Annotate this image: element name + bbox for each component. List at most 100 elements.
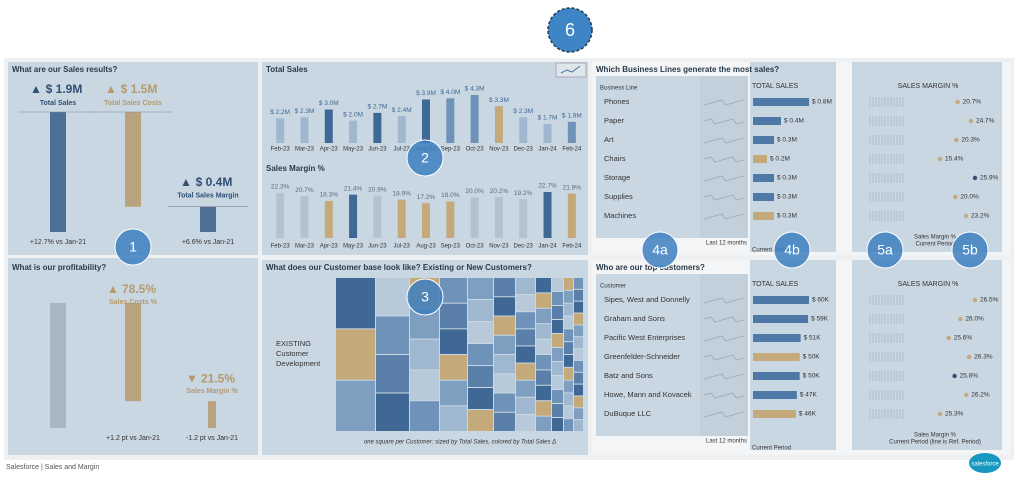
sales-bar: [446, 98, 455, 143]
treemap-cell: [376, 355, 409, 393]
margin-bar: [567, 193, 576, 238]
treemap-cell: [564, 278, 573, 290]
month-label: Jan-24: [538, 244, 557, 250]
treemap-cell: [468, 278, 493, 299]
footer-label: Last 12 months: [706, 439, 747, 445]
bar-label: $ 3.9M: [416, 90, 436, 97]
sales-bar: [753, 193, 774, 201]
row-name: Machines: [604, 211, 636, 220]
margin-dot: [964, 392, 969, 398]
badge-label: 6: [565, 20, 575, 40]
margin-label: 26.0%: [965, 316, 984, 323]
badge-label: 1: [129, 239, 137, 255]
treemap-cell: [376, 393, 409, 431]
sales-bar: [753, 174, 774, 182]
sales-label: $ 0.4M: [784, 118, 804, 125]
bar-label: $ 2.3M: [295, 108, 315, 115]
badge: [641, 231, 679, 269]
kpi-label: Total Sales Costs: [104, 100, 162, 107]
bar-label: 20.7%: [295, 187, 314, 194]
month-label: Jun-23: [368, 147, 387, 153]
sparkline: [703, 411, 744, 418]
bar-label: 22.3%: [271, 184, 290, 191]
treemap-cell: [376, 316, 409, 354]
sales-bar: [753, 155, 767, 163]
margin-label: 26.5%: [980, 297, 999, 304]
sales-label: $ 47K: [800, 392, 818, 399]
sparkline: [703, 99, 744, 106]
sales-bar: [753, 212, 774, 220]
bar-label: 20.9%: [368, 186, 387, 193]
margin-bar: [543, 192, 552, 238]
kpi-label: Total Sales: [40, 100, 77, 107]
sales-label: $ 50K: [803, 354, 821, 361]
chart-icon[interactable]: [555, 62, 587, 78]
kpi-change: +6.6% vs Jan-21: [182, 239, 234, 246]
kpi-value: $ 1.5M: [121, 82, 158, 96]
bar-label: 21.9%: [563, 184, 582, 191]
bar-label: 20.2%: [490, 188, 509, 195]
margin-dot: [963, 213, 969, 219]
treemap-cell: [440, 303, 467, 329]
row-name: Supplies: [604, 192, 633, 201]
treemap-cell: [516, 363, 535, 380]
treemap-cell: [468, 388, 493, 409]
bar-label: $ 4.0M: [440, 89, 460, 96]
panel-title: Sales Margin %: [266, 164, 325, 173]
treemap-cell: [536, 370, 551, 385]
month-label: Dec-23: [514, 147, 534, 153]
badge-label: 4b: [784, 242, 800, 258]
treemap-cell: [574, 349, 583, 360]
treemap-cell: [516, 380, 535, 397]
treemap-cell: [564, 303, 573, 316]
sales-label: $ 50K: [803, 373, 821, 380]
badge-label: 3: [421, 289, 429, 305]
sales-label: $ 0.2M: [770, 156, 790, 163]
margin-dot: [972, 297, 978, 303]
margin-dot: [937, 411, 943, 417]
sales-label: $ 0.3M: [777, 175, 797, 182]
treemap-cell: [376, 278, 409, 316]
sales-bar: [300, 117, 309, 143]
column-header: SALES MARGIN %: [898, 83, 959, 90]
panel-title: What is our profitability?: [12, 263, 106, 272]
panel-title: Which Business Lines generate the most s…: [596, 65, 779, 74]
treemap-cell: [468, 300, 493, 321]
badge-label: 5b: [962, 242, 978, 258]
segment-label: EXISTING: [276, 339, 311, 348]
bar-label: 18.0%: [441, 192, 460, 199]
sales-bar: [324, 109, 333, 143]
treemap-cell: [536, 278, 551, 293]
treemap-cell: [516, 329, 535, 346]
sales-label: $ 0.3M: [777, 213, 797, 220]
month-label: Oct-23: [466, 147, 485, 153]
sales-label: $ 46K: [799, 411, 817, 418]
treemap-cell: [552, 348, 563, 361]
segment-label: Customer: [276, 349, 309, 358]
badge-label: 4a: [652, 242, 668, 258]
treemap-cell: [440, 380, 467, 406]
treemap-cell: [410, 370, 439, 401]
margin-bar: [470, 197, 479, 238]
bar-label: $ 3.3M: [489, 97, 509, 104]
treemap-cell: [536, 355, 551, 370]
treemap-cell: [574, 325, 583, 337]
sales-label: $ 51K: [804, 335, 822, 342]
treemap-cell: [536, 416, 551, 431]
footer-label: Current Period: [752, 446, 791, 452]
row-name: Howe, Mann and Kovacek: [604, 390, 692, 399]
kpi-arrow: ▲: [30, 82, 42, 96]
treemap-cell: [574, 289, 583, 301]
treemap-cell: [494, 412, 515, 431]
badge: [406, 278, 444, 316]
margin-label: 24.7%: [976, 118, 995, 125]
row-name: Art: [604, 135, 615, 144]
column-header: Customer: [600, 284, 626, 290]
month-label: Feb-23: [271, 147, 291, 153]
badge-label: 5a: [877, 242, 893, 258]
margin-label: 25.8%: [960, 373, 979, 380]
sales-bar: [753, 391, 797, 399]
treemap-cell: [552, 292, 563, 305]
logo-text: salesforce: [971, 462, 999, 468]
row-name: Graham and Sons: [604, 314, 665, 323]
